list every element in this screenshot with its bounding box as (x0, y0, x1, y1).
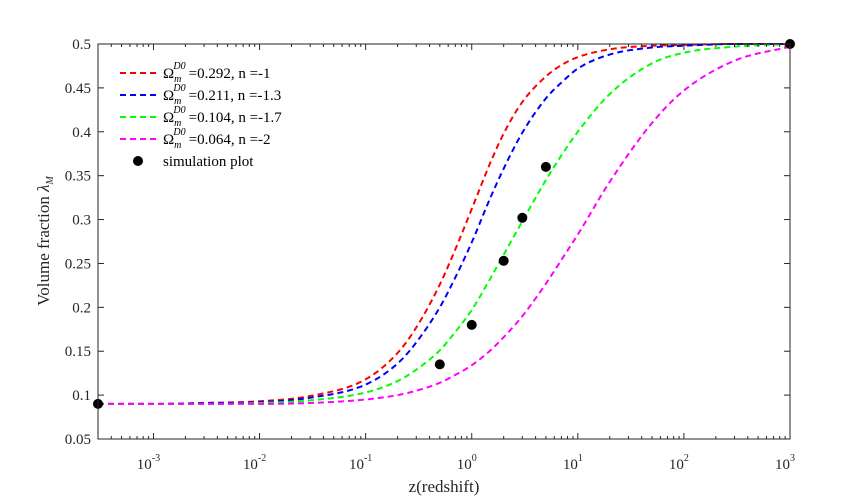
x-tick-label: 10-1 (349, 453, 372, 473)
legend-label-simulation: simulation plot (163, 154, 254, 170)
x-tick-label: 10-3 (137, 453, 160, 473)
y-tick-label: 0.05 (65, 432, 91, 448)
x-tick-label: 102 (669, 453, 689, 473)
x-tick-label: 10-2 (243, 453, 266, 473)
series-line-1 (98, 43, 790, 405)
simulation-point (540, 161, 551, 172)
y-tick-label: 0.5 (72, 37, 91, 53)
x-tick-label: 101 (563, 453, 583, 473)
series-line-3 (98, 43, 791, 405)
legend-label-2: ΩmD0 =0.211, n =-1.3 (163, 83, 281, 107)
x-tick-label: 103 (775, 453, 795, 473)
y-tick-label: 0.3 (72, 213, 91, 229)
x-axis-title: z(redshift) (409, 477, 480, 496)
y-axis-title: Volume fraction λM (34, 176, 56, 306)
y-axis-title-symbol: λ (34, 185, 53, 193)
series-line-2 (98, 43, 790, 405)
plot-frame (97, 43, 791, 440)
simulation-point (466, 319, 477, 330)
plot-area (98, 44, 790, 439)
legend-label-4: ΩmD0 =0.064, n =-2 (163, 127, 271, 151)
legend-label-3: ΩmD0 =0.104, n =-1.7 (163, 105, 282, 129)
y-tick-label: 0.4 (72, 125, 91, 141)
y-axis-title-prefix: Volume fraction (34, 192, 53, 306)
series-layer (98, 43, 791, 405)
y-tick-label: 0.15 (65, 344, 91, 360)
y-tick-label: 0.1 (72, 388, 91, 404)
y-tick-label: 0.35 (65, 169, 91, 185)
simulation-point (498, 255, 509, 266)
series-line-4 (98, 45, 791, 405)
legend-swatch-simulation (133, 156, 143, 166)
legend-label-1: ΩmD0 =0.292, n =-1 (163, 61, 271, 85)
x-tick-label: 100 (457, 453, 477, 473)
y-axis-title-subscript: M (45, 176, 56, 186)
tick-layer: 0.05 0.1 0.15 0.2 0.25 0.3 0.35 0.4 0.45 0.5 10-3 1… (65, 37, 795, 473)
simulation-point (434, 359, 445, 370)
y-tick-label: 0.2 (72, 300, 91, 316)
simulation-point (517, 212, 528, 223)
y-tick-label: 0.25 (65, 256, 91, 272)
y-tick-label: 0.45 (65, 81, 91, 97)
